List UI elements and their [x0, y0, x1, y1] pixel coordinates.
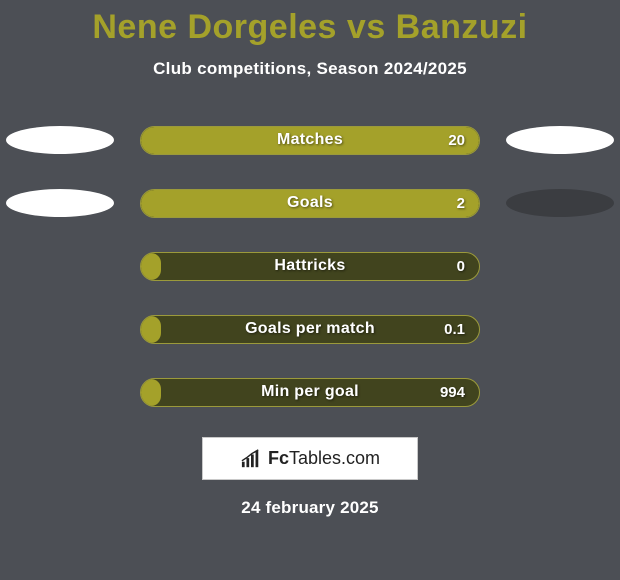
stat-row: Goals2: [0, 180, 620, 226]
stats-chart: Matches20Goals2Hattricks0Goals per match…: [0, 117, 620, 415]
left-player-marker: [6, 189, 114, 217]
page-subtitle: Club competitions, Season 2024/2025: [0, 59, 620, 79]
page-title: Nene Dorgeles vs Banzuzi: [0, 0, 620, 47]
right-player-marker: [506, 189, 614, 217]
stat-label: Goals: [141, 194, 479, 212]
stat-row: Hattricks0: [0, 243, 620, 289]
stat-bar: Matches20: [140, 126, 480, 155]
generated-date: 24 february 2025: [0, 498, 620, 518]
comparison-infographic: Nene Dorgeles vs Banzuzi Club competitio…: [0, 0, 620, 580]
stat-value: 20: [448, 132, 465, 149]
brand-strong: Fc: [268, 448, 289, 468]
right-player-marker: [506, 126, 614, 154]
stat-label: Hattricks: [141, 257, 479, 275]
brand-rest: Tables.com: [289, 448, 380, 468]
stat-bar: Goals per match0.1: [140, 315, 480, 344]
stat-value: 0.1: [444, 321, 465, 338]
stat-bar: Goals2: [140, 189, 480, 218]
stat-value: 994: [440, 384, 465, 401]
stat-bar: Min per goal994: [140, 378, 480, 407]
stat-value: 0: [457, 258, 465, 275]
stat-label: Min per goal: [141, 383, 479, 401]
stat-row: Min per goal994: [0, 369, 620, 415]
bar-chart-icon: [240, 449, 262, 469]
stat-row: Goals per match0.1: [0, 306, 620, 352]
stat-row: Matches20: [0, 117, 620, 163]
stat-label: Matches: [141, 131, 479, 149]
stat-bar: Hattricks0: [140, 252, 480, 281]
stat-value: 2: [457, 195, 465, 212]
brand-logo-box: FcTables.com: [202, 437, 418, 480]
stat-label: Goals per match: [141, 320, 479, 338]
brand-logo-text: FcTables.com: [268, 448, 380, 469]
left-player-marker: [6, 126, 114, 154]
